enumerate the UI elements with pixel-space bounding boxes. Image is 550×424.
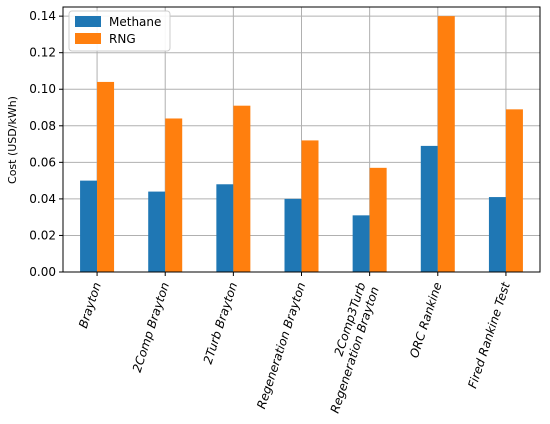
- y-tick-label: 0.04: [29, 192, 56, 206]
- x-tick-label: Regeneration Brayton: [254, 281, 308, 411]
- bar-rng-5: [437, 16, 455, 272]
- legend-label-rng: RNG: [109, 32, 136, 46]
- x-tick-label: Brayton: [76, 281, 104, 330]
- x-tick-label: 2Comp3TurbRegeneration Brayton: [314, 280, 382, 415]
- x-tick-label: Fired Rankine Test: [465, 279, 513, 390]
- bars: [80, 16, 523, 273]
- bar-methane-4: [352, 215, 370, 272]
- y-tick-label: 0.08: [29, 119, 56, 133]
- bar-methane-6: [488, 197, 506, 272]
- y-tick-label: 0.02: [29, 228, 56, 242]
- bar-rng-6: [505, 109, 523, 273]
- y-tick-label: 0.14: [29, 9, 56, 23]
- bar-methane-2: [216, 184, 234, 272]
- legend-swatch-methane: [75, 16, 101, 27]
- y-tick-label: 0.00: [29, 265, 56, 279]
- y-tick-label: 0.06: [29, 155, 56, 169]
- bar-rng-4: [369, 167, 387, 272]
- x-tick-label: ORC Rankine: [407, 281, 445, 360]
- bar-methane-3: [284, 198, 302, 272]
- bar-methane-0: [80, 180, 98, 272]
- bar-methane-5: [420, 145, 438, 272]
- x-axis: Brayton 2Comp Brayton 2Turb Brayton Regener…: [76, 272, 513, 415]
- bar-methane-1: [148, 191, 166, 272]
- bar-rng-0: [97, 81, 115, 273]
- y-axis: 0.00 0.02 0.04 0.06 0.08 0.10 0.12 0.14: [29, 9, 63, 279]
- legend-label-methane: Methane: [109, 15, 161, 29]
- bar-rng-3: [301, 140, 319, 272]
- bar-rng-2: [233, 105, 251, 272]
- legend: Methane RNG: [68, 10, 171, 52]
- x-tick-label: 2Comp Brayton: [130, 281, 172, 374]
- y-axis-label: Cost (USD/kWh): [6, 96, 19, 184]
- y-tick-label: 0.10: [29, 82, 56, 96]
- bar-rng-1: [165, 118, 183, 272]
- x-tick-label: 2Turb Brayton: [201, 281, 241, 366]
- y-tick-label: 0.12: [29, 46, 56, 60]
- legend-swatch-rng: [75, 33, 101, 44]
